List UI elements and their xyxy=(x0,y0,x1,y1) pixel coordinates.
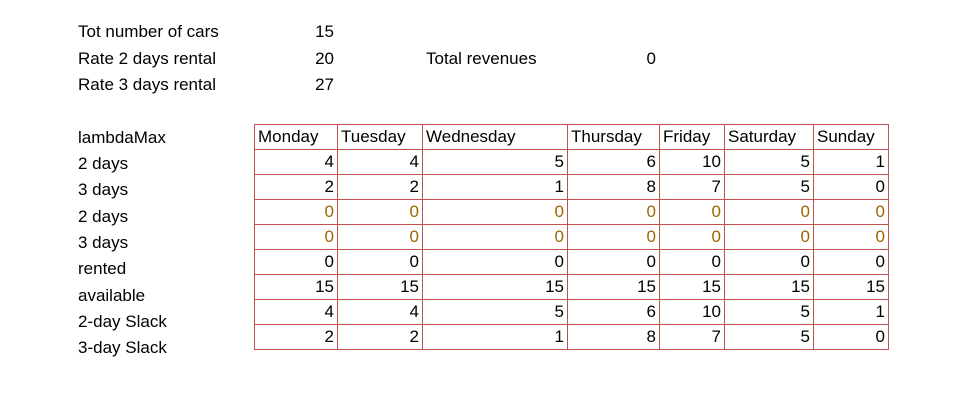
cell-3day-slack-monday[interactable]: 2 xyxy=(254,324,338,350)
day-header-thursday[interactable]: Thursday xyxy=(567,124,660,150)
schedule-grid: Monday Tuesday Wednesday Thursday Friday… xyxy=(254,124,889,350)
cell-rented-friday[interactable]: 0 xyxy=(659,249,725,275)
cell-2days-decision-thursday[interactable]: 0 xyxy=(567,199,660,225)
param-label-cars: Tot number of cars xyxy=(78,22,219,41)
cell-rented-saturday[interactable]: 0 xyxy=(724,249,814,275)
grid-header-row: Monday Tuesday Wednesday Thursday Friday… xyxy=(254,124,889,150)
cell-available-wednesday[interactable]: 15 xyxy=(422,274,568,300)
header-row-label: lambdaMax xyxy=(78,128,166,147)
cell-2day-slack-thursday[interactable]: 6 xyxy=(567,299,660,325)
cell-2days-decision-friday[interactable]: 0 xyxy=(659,199,725,225)
cell-3day-slack-thursday[interactable]: 8 xyxy=(567,324,660,350)
cell-3days-decision-sunday[interactable]: 0 xyxy=(813,224,889,250)
cell-3days-decision-wednesday[interactable]: 0 xyxy=(422,224,568,250)
cell-2days-decision-saturday[interactable]: 0 xyxy=(724,199,814,225)
table-row: 2 2 1 8 7 5 0 xyxy=(254,324,889,350)
cell-3day-slack-saturday[interactable]: 5 xyxy=(724,324,814,350)
cell-available-friday[interactable]: 15 xyxy=(659,274,725,300)
cell-2days-decision-tuesday[interactable]: 0 xyxy=(337,199,423,225)
cell-2days-decision-wednesday[interactable]: 0 xyxy=(422,199,568,225)
cell-3days-decision-monday[interactable]: 0 xyxy=(254,224,338,250)
cell-3days-wednesday[interactable]: 1 xyxy=(422,174,568,200)
cell-2days-monday[interactable]: 4 xyxy=(254,149,338,175)
cell-rented-thursday[interactable]: 0 xyxy=(567,249,660,275)
cell-2days-decision-monday[interactable]: 0 xyxy=(254,199,338,225)
cell-3day-slack-wednesday[interactable]: 1 xyxy=(422,324,568,350)
cell-2days-tuesday[interactable]: 4 xyxy=(337,149,423,175)
cell-3days-tuesday[interactable]: 2 xyxy=(337,174,423,200)
cell-available-thursday[interactable]: 15 xyxy=(567,274,660,300)
cell-3days-decision-friday[interactable]: 0 xyxy=(659,224,725,250)
table-row: 2 2 1 8 7 5 0 xyxy=(254,174,889,200)
param-value-rate-2: 20 xyxy=(315,49,334,68)
cell-available-sunday[interactable]: 15 xyxy=(813,274,889,300)
cell-3day-slack-tuesday[interactable]: 2 xyxy=(337,324,423,350)
cell-2days-friday[interactable]: 10 xyxy=(659,149,725,175)
table-row: 0 0 0 0 0 0 0 xyxy=(254,249,889,275)
day-header-saturday[interactable]: Saturday xyxy=(724,124,814,150)
row-label-2day-slack: 2-day Slack xyxy=(78,312,167,331)
cell-3days-decision-thursday[interactable]: 0 xyxy=(567,224,660,250)
row-label-3days: 3 days xyxy=(78,180,129,199)
cell-3days-monday[interactable]: 2 xyxy=(254,174,338,200)
day-header-monday[interactable]: Monday xyxy=(254,124,338,150)
cell-3days-thursday[interactable]: 8 xyxy=(567,174,660,200)
param-label-rate-3: Rate 3 days rental xyxy=(78,75,216,94)
cell-2day-slack-tuesday[interactable]: 4 xyxy=(337,299,423,325)
cell-available-saturday[interactable]: 15 xyxy=(724,274,814,300)
cell-available-monday[interactable]: 15 xyxy=(254,274,338,300)
table-row: 4 4 5 6 10 5 1 xyxy=(254,149,889,175)
cell-rented-sunday[interactable]: 0 xyxy=(813,249,889,275)
table-row: 0 0 0 0 0 0 0 xyxy=(254,224,889,250)
cell-3day-slack-sunday[interactable]: 0 xyxy=(813,324,889,350)
cell-3days-sunday[interactable]: 0 xyxy=(813,174,889,200)
cell-2day-slack-saturday[interactable]: 5 xyxy=(724,299,814,325)
cell-3days-saturday[interactable]: 5 xyxy=(724,174,814,200)
cell-2days-thursday[interactable]: 6 xyxy=(567,149,660,175)
cell-3days-friday[interactable]: 7 xyxy=(659,174,725,200)
row-label-3day-slack: 3-day Slack xyxy=(78,338,167,357)
row-label-2days-decision: 2 days xyxy=(78,207,129,226)
cell-rented-monday[interactable]: 0 xyxy=(254,249,338,275)
cell-2days-saturday[interactable]: 5 xyxy=(724,149,814,175)
day-header-tuesday[interactable]: Tuesday xyxy=(337,124,423,150)
cell-3day-slack-friday[interactable]: 7 xyxy=(659,324,725,350)
cell-3days-decision-saturday[interactable]: 0 xyxy=(724,224,814,250)
day-header-sunday[interactable]: Sunday xyxy=(813,124,889,150)
row-label-3days-decision: 3 days xyxy=(78,233,129,252)
cell-2day-slack-sunday[interactable]: 1 xyxy=(813,299,889,325)
cell-rented-wednesday[interactable]: 0 xyxy=(422,249,568,275)
table-row: 4 4 5 6 10 5 1 xyxy=(254,299,889,325)
param-value-rate-3: 27 xyxy=(315,75,334,94)
row-label-available: available xyxy=(78,286,146,305)
param-label-rate-2: Rate 2 days rental xyxy=(78,49,216,68)
cell-2days-wednesday[interactable]: 5 xyxy=(422,149,568,175)
table-row: 15 15 15 15 15 15 15 xyxy=(254,274,889,300)
cell-2day-slack-monday[interactable]: 4 xyxy=(254,299,338,325)
cell-2days-decision-sunday[interactable]: 0 xyxy=(813,199,889,225)
cell-rented-tuesday[interactable]: 0 xyxy=(337,249,423,275)
day-header-friday[interactable]: Friday xyxy=(659,124,725,150)
cell-3days-decision-tuesday[interactable]: 0 xyxy=(337,224,423,250)
cell-2day-slack-wednesday[interactable]: 5 xyxy=(422,299,568,325)
day-header-wednesday[interactable]: Wednesday xyxy=(422,124,568,150)
row-label-rented: rented xyxy=(78,259,127,278)
cell-available-tuesday[interactable]: 15 xyxy=(337,274,423,300)
row-label-2days: 2 days xyxy=(78,154,129,173)
total-revenues-value: 0 xyxy=(646,49,656,68)
table-row: 0 0 0 0 0 0 0 xyxy=(254,199,889,225)
cell-2days-sunday[interactable]: 1 xyxy=(813,149,889,175)
param-value-cars: 15 xyxy=(315,22,334,41)
total-revenues-label: Total revenues xyxy=(426,49,537,68)
cell-2day-slack-friday[interactable]: 10 xyxy=(659,299,725,325)
